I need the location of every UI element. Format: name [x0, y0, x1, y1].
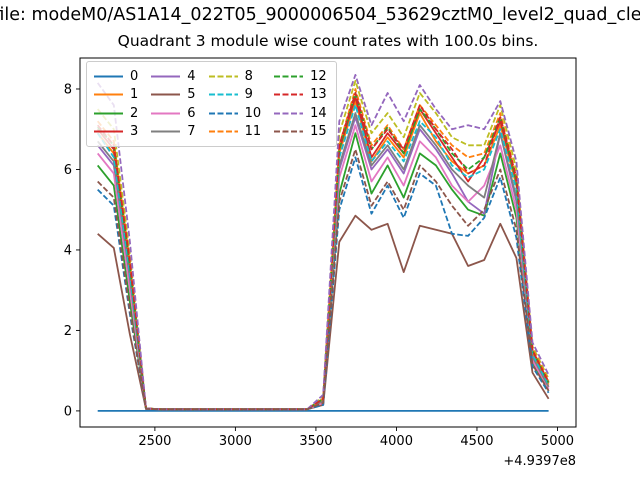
series-line-2 [96, 132, 550, 411]
axes-frame [79, 57, 577, 428]
legend-label-4: 4 [187, 68, 196, 84]
legend-label-1: 1 [130, 87, 139, 103]
legend-label-9: 9 [244, 87, 253, 103]
legend: 0 1 2 3 4 5 6 7 8 9 10 11 12 13 14 15 [86, 61, 337, 147]
legend-label-6: 6 [187, 105, 196, 121]
legend-label-12: 12 [310, 68, 327, 84]
legend-line-sample-10 [208, 112, 238, 115]
x-axis-offset-label: +4.9397e8 [503, 454, 576, 469]
legend-item-12: 12 [274, 70, 327, 83]
series-line-15 [97, 148, 550, 411]
legend-label-11: 11 [244, 124, 262, 140]
legend-line-sample-9 [208, 93, 238, 96]
legend-label-3: 3 [130, 124, 139, 140]
x-tick-label: 4000 [380, 434, 413, 449]
legend-line-sample-1 [94, 93, 123, 96]
series-line-9 [96, 104, 550, 411]
legend-line-sample-12 [274, 75, 304, 78]
legend-item-0: 0 [94, 70, 138, 83]
y-tick-label: 2 [64, 324, 72, 339]
legend-label-10: 10 [244, 105, 262, 121]
x-tick-label: 3000 [219, 434, 252, 449]
y-tick-label: 0 [64, 404, 72, 419]
legend-line-sample-2 [94, 112, 123, 115]
x-tick-label: 2500 [138, 434, 171, 449]
legend-item-7: 7 [151, 124, 196, 140]
legend-line-sample-6 [151, 112, 181, 115]
legend-label-8: 8 [244, 68, 253, 84]
legend-line-sample-13 [274, 93, 304, 96]
legend-line-sample-3 [94, 130, 123, 133]
y-tick-label: 6 [64, 163, 72, 178]
legend-item-4: 4 [151, 68, 196, 84]
x-tick-label: 4500 [460, 434, 493, 449]
legend-item-15: 15 [274, 125, 327, 138]
figure-title: n file: modeM0/AS1A14_022T05_9000006504_… [0, 5, 640, 25]
x-tick-label: 3500 [299, 434, 332, 449]
legend-label-0: 0 [130, 68, 139, 84]
legend-label-15: 15 [310, 124, 327, 140]
legend-item-11: 11 [208, 124, 262, 140]
legend-line-sample-8 [208, 75, 238, 78]
axes-title: Quadrant 3 module wise count rates with … [117, 32, 539, 50]
legend-label-13: 13 [310, 87, 327, 103]
legend-label-5: 5 [187, 87, 196, 103]
legend-item-6: 6 [151, 105, 196, 121]
legend-label-14: 14 [310, 105, 327, 121]
y-tick-label: 4 [64, 243, 72, 258]
legend-item-13: 13 [274, 88, 327, 101]
series-line-1 [96, 100, 550, 411]
legend-item-5: 5 [151, 87, 196, 103]
legend-item-2: 2 [94, 107, 138, 120]
legend-item-1: 1 [94, 88, 138, 101]
legend-item-10: 10 [208, 105, 262, 121]
legend-line-sample-7 [151, 130, 181, 133]
x-tick-label: 5000 [541, 434, 574, 449]
legend-label-7: 7 [187, 124, 196, 140]
legend-item-8: 8 [208, 68, 262, 84]
legend-item-9: 9 [208, 87, 262, 103]
legend-item-3: 3 [94, 125, 138, 138]
legend-item-14: 14 [274, 107, 327, 120]
legend-line-sample-5 [151, 93, 181, 96]
legend-line-sample-0 [94, 75, 123, 78]
legend-label-2: 2 [130, 105, 139, 121]
legend-line-sample-15 [274, 130, 304, 133]
legend-line-sample-4 [151, 75, 181, 78]
y-tick-label: 8 [64, 82, 72, 97]
legend-line-sample-11 [208, 130, 238, 133]
legend-line-sample-14 [274, 112, 304, 115]
series-line-5 [97, 214, 550, 411]
